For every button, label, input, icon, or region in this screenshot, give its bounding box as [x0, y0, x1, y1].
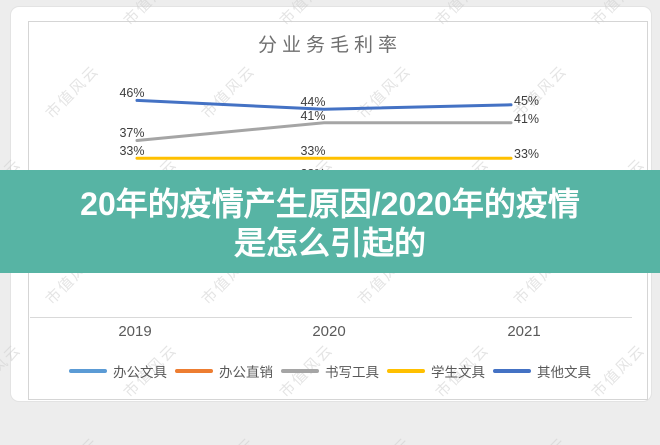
legend-swatch-其他文具 — [493, 369, 531, 373]
legend-swatch-办公直销 — [175, 369, 213, 373]
headline-banner: 20年的疫情产生原因/2020年的疫情 是怎么引起的 — [0, 170, 660, 273]
headline-line-2: 是怎么引起的 — [233, 225, 426, 261]
headline-text: 20年的疫情产生原因/2020年的疫情 是怎么引起的 — [0, 170, 660, 273]
chart-title: 分业务毛利率 — [257, 35, 402, 56]
x-axis-line — [30, 317, 632, 318]
legend-item-书写工具: 书写工具 — [281, 361, 379, 381]
series-line-其他文具 — [135, 98, 513, 111]
data-label-书写工具-2021: 41% — [514, 111, 540, 126]
legend-label-其他文具: 其他文具 — [537, 365, 591, 380]
banner-tint — [0, 170, 660, 273]
chart-legend: 办公文具 办公直销 书写工具 学生文具 其他文具 — [0, 361, 660, 381]
legend-item-办公文具: 办公文具 — [69, 361, 167, 381]
footer-bar: 市值 风云 — [0, 400, 660, 445]
x-tick-2020: 2020 — [312, 323, 346, 340]
data-label-其他文具-2021: 45% — [514, 93, 540, 108]
data-label-书写工具-2019: 37% — [119, 126, 145, 141]
legend-swatch-学生文具 — [387, 369, 425, 373]
legend-item-学生文具: 学生文具 — [387, 361, 485, 381]
legend-swatch-书写工具 — [281, 369, 319, 373]
legend-item-办公直销: 办公直销 — [175, 361, 273, 381]
data-label-其他文具-2019: 46% — [119, 86, 145, 101]
legend-label-办公文具: 办公文具 — [113, 365, 167, 380]
x-tick-2019: 2019 — [118, 323, 152, 340]
series-line-书写工具 — [135, 121, 513, 142]
legend-item-其他文具: 其他文具 — [493, 361, 591, 381]
legend-label-办公直销: 办公直销 — [219, 365, 273, 380]
data-label-学生文具-2020: 33% — [300, 144, 326, 159]
headline-line-1: 20年的疫情产生原因/2020年的疫情 — [80, 186, 580, 222]
data-label-书写工具-2020: 41% — [300, 108, 326, 123]
data-label-学生文具-2019: 33% — [119, 144, 145, 159]
data-label-学生文具-2021: 33% — [514, 147, 540, 162]
legend-label-学生文具: 学生文具 — [431, 365, 485, 380]
legend-label-书写工具: 书写工具 — [325, 365, 379, 380]
legend-swatch-办公文具 — [69, 369, 107, 373]
data-label-其他文具-2020: 44% — [300, 95, 326, 110]
x-tick-2021: 2021 — [507, 323, 541, 340]
